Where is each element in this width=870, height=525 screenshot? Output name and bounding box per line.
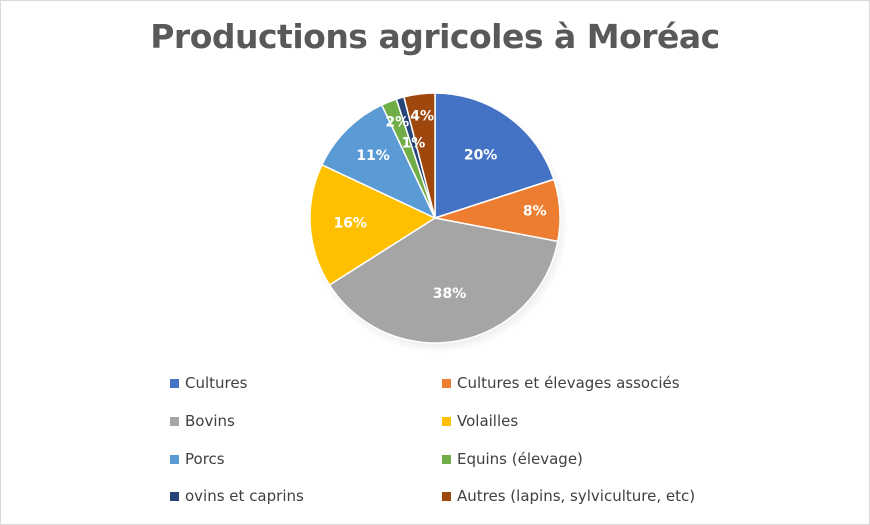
pie-slice [434,92,555,220]
slice-data-label: 16% [333,215,367,231]
slice-data-label: 38% [433,286,467,302]
pie-slice [309,163,437,287]
slice-data-label: 1% [402,136,426,152]
chart-title: Productions agricoles à Moréac [150,17,720,56]
pie-slice [402,92,436,219]
slice-data-label: 8% [523,204,547,220]
slice-data-label: 11% [356,148,390,164]
pie-slice [320,103,437,220]
slice-data-label: 4% [410,108,434,124]
slice-data-label: 20% [464,147,498,163]
slice-data-label: 2% [385,115,409,131]
